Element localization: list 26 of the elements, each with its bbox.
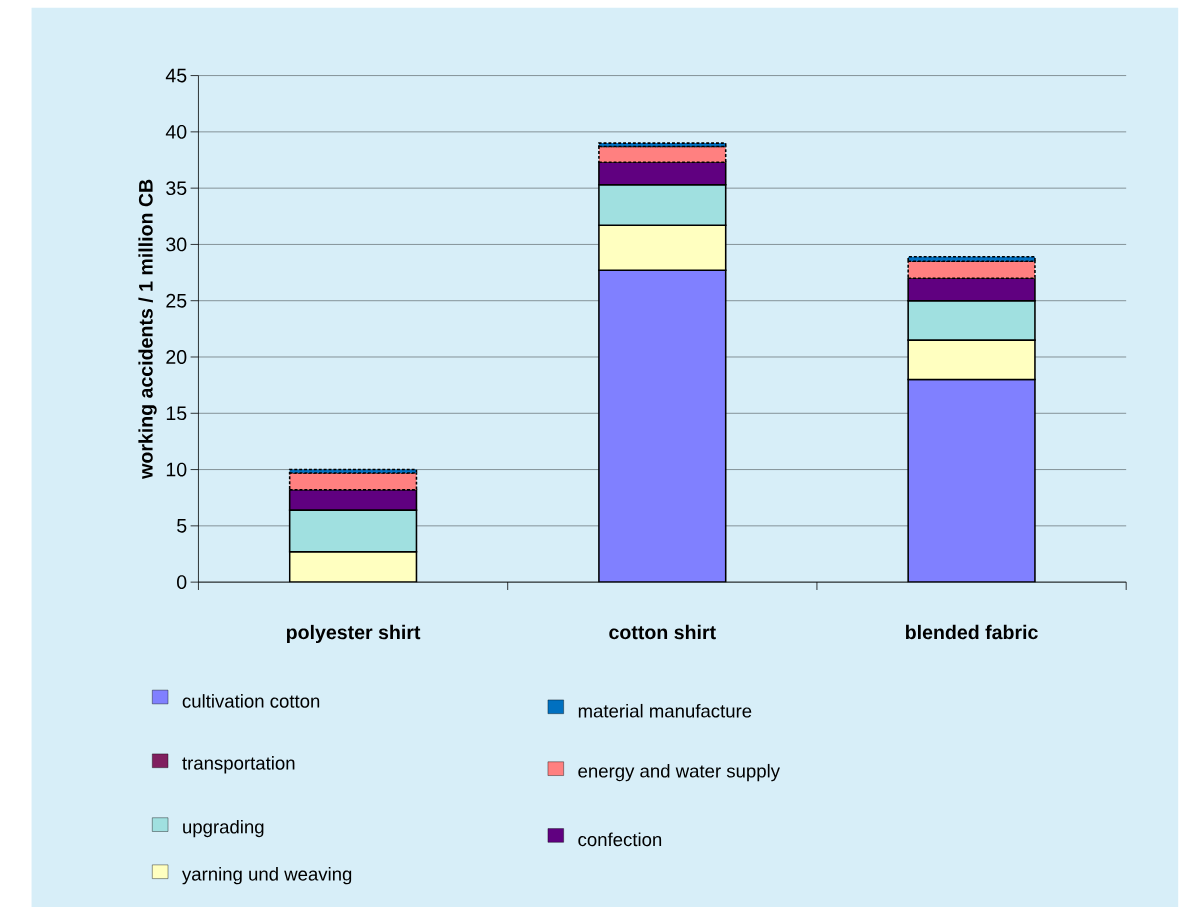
y-tick-label: 20	[166, 350, 187, 364]
y-tick-label: 0	[177, 575, 187, 590]
y-tick-label: 25	[166, 293, 187, 308]
legend-label: yarning und weaving	[182, 867, 352, 885]
x-tick-label: blended fabric	[906, 624, 1038, 640]
legend-label: upgrading	[183, 819, 264, 838]
legend-label: material manufacture	[578, 703, 752, 718]
bar	[288, 551, 418, 583]
y-tick-label: 35	[166, 181, 187, 196]
legend-label: transportation	[182, 756, 295, 774]
bar	[907, 339, 1036, 381]
y-tick-label: 5	[177, 519, 187, 533]
legend-label: confection	[578, 832, 662, 847]
y-tick-label: 45	[165, 68, 187, 83]
y-tick-label: 10	[166, 462, 187, 477]
y-tick-label: 30	[166, 237, 187, 252]
x-tick-label: polyester shirt	[286, 624, 421, 644]
bar	[598, 224, 727, 272]
bar	[598, 269, 727, 583]
y-tick-label: 40	[165, 124, 187, 139]
y-axis-title: working accidents / 1 million CB	[138, 179, 157, 479]
bar	[907, 378, 1036, 583]
y-tick-label: 15	[166, 406, 187, 421]
legend-label: cultivation cotton	[182, 694, 320, 708]
legend-label: energy and water supply	[578, 763, 780, 782]
x-tick-label: cotton shirt	[609, 624, 716, 640]
